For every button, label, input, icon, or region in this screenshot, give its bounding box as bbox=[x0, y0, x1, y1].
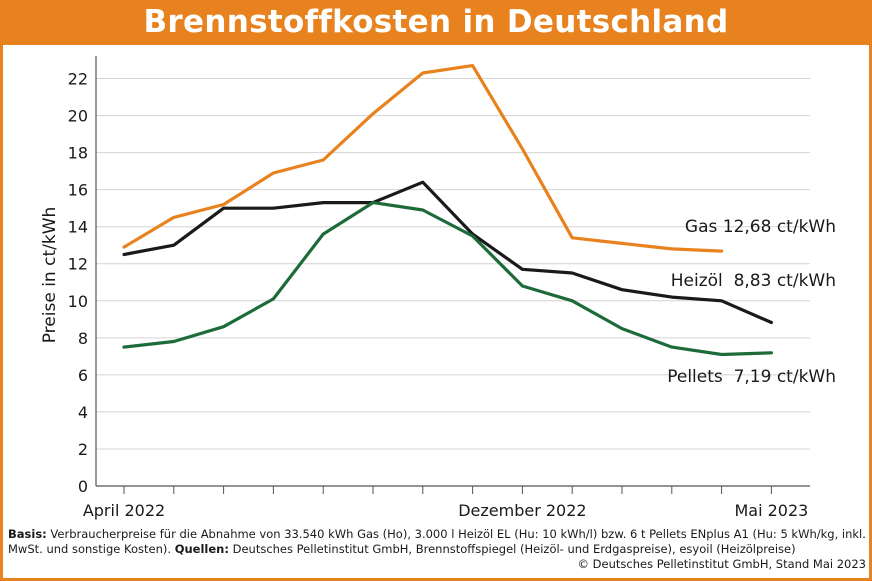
y-tick-label: 14 bbox=[68, 218, 88, 237]
y-tick-label: 0 bbox=[78, 477, 88, 496]
basis-label: Basis: bbox=[8, 527, 47, 541]
x-tick-label: April 2022 bbox=[83, 501, 165, 520]
basis-note: Basis: Verbraucherpreise für die Abnahme… bbox=[8, 527, 866, 557]
sources-label: Quellen: bbox=[174, 542, 229, 556]
sources-text: Deutsches Pelletinstitut GmbH, Brennstof… bbox=[232, 542, 796, 556]
y-tick-label: 4 bbox=[78, 403, 88, 422]
y-tick-label: 2 bbox=[78, 440, 88, 459]
chart-title: Brennstoffkosten in Deutschland bbox=[0, 0, 872, 45]
series-label-pellets: Pellets 7,19 ct/kWh bbox=[667, 367, 836, 387]
basis-text: Verbraucherpreise für die Abnahme von 33… bbox=[8, 527, 866, 556]
y-tick-label: 20 bbox=[68, 107, 88, 126]
chart-footer: Basis: Verbraucherpreise für die Abnahme… bbox=[8, 527, 866, 572]
y-tick-label: 10 bbox=[68, 292, 88, 311]
series-line-gas bbox=[122, 63, 724, 253]
y-axis-label: Preise in ct/kWh bbox=[40, 207, 60, 344]
series-label-heizöl: Heizöl 8,83 ct/kWh bbox=[671, 271, 836, 291]
y-tick-label: 22 bbox=[68, 70, 88, 89]
y-tick-label: 8 bbox=[78, 329, 88, 348]
x-tick-label: Mai 2023 bbox=[734, 501, 808, 520]
series-label-gas: Gas 12,68 ct/kWh bbox=[685, 217, 836, 237]
y-tick-label: 16 bbox=[68, 181, 88, 200]
series-line-heizöl bbox=[122, 180, 774, 325]
y-tick-label: 18 bbox=[68, 144, 88, 163]
x-tick-label: Dezember 2022 bbox=[458, 501, 586, 520]
series-line-pellets bbox=[122, 201, 774, 357]
y-tick-label: 6 bbox=[78, 366, 88, 385]
y-tick-label: 12 bbox=[68, 255, 88, 274]
copyright-note: © Deutsches Pelletinstitut GmbH, Stand M… bbox=[577, 557, 866, 571]
